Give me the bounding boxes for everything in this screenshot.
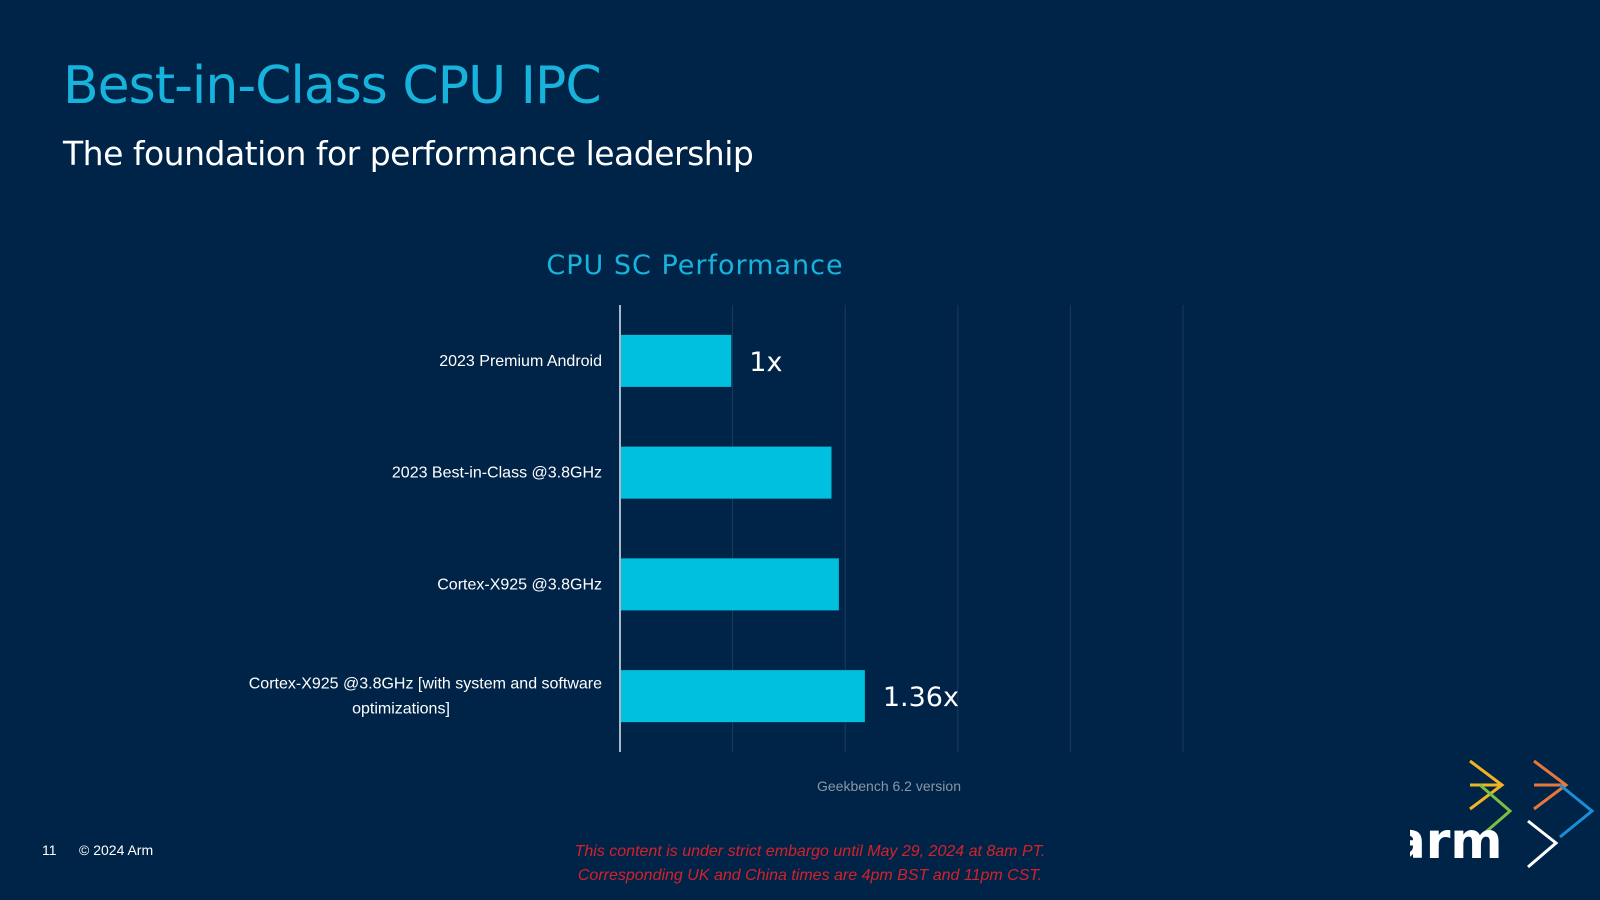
bar (620, 670, 865, 723)
logo-wordmark: arm (1410, 812, 1503, 870)
category-label: 2023 Premium Android (439, 353, 602, 370)
bar-chart: CPU SC Performance 2023 Premium Android 1… (249, 250, 1184, 794)
category-label: Cortex-X925 @3.8GHz [with system and sof… (249, 676, 602, 693)
logo-chevron-green-icon (1479, 783, 1513, 839)
bars (620, 334, 865, 723)
category-label: 2023 Best-in-Class @3.8GHz (392, 465, 602, 482)
data-label: 1.36x (883, 682, 959, 713)
bar (620, 446, 832, 499)
chart-footnote: Geekbench 6.2 version (817, 778, 961, 794)
page-number: 11 (42, 842, 57, 858)
data-label: 1x (749, 347, 782, 378)
embargo-notice: This content is under strict embargo unt… (450, 840, 1170, 888)
category-labels: 2023 Premium Android 1x 2023 Best-in-Class… (249, 347, 959, 718)
embargo-line-2: Corresponding UK and China times are 4pm… (577, 867, 1043, 884)
logo-chevron-blue-icon (1559, 783, 1595, 839)
slide-subtitle: The foundation for performance leadershi… (63, 134, 754, 173)
slide-title: Best-in-Class CPU IPC (63, 56, 602, 116)
arm-logo: arm (1410, 759, 1595, 870)
bar (620, 334, 732, 387)
logo-chevron-white-icon (1527, 819, 1559, 869)
category-label: optimizations] (352, 701, 450, 718)
embargo-line-1: This content is under strict embargo unt… (574, 843, 1046, 860)
chart-title: CPU SC Performance (546, 250, 843, 281)
copyright-text: © 2024 Arm (79, 842, 154, 858)
bar (620, 558, 839, 611)
category-label: Cortex-X925 @3.8GHz (437, 576, 602, 593)
